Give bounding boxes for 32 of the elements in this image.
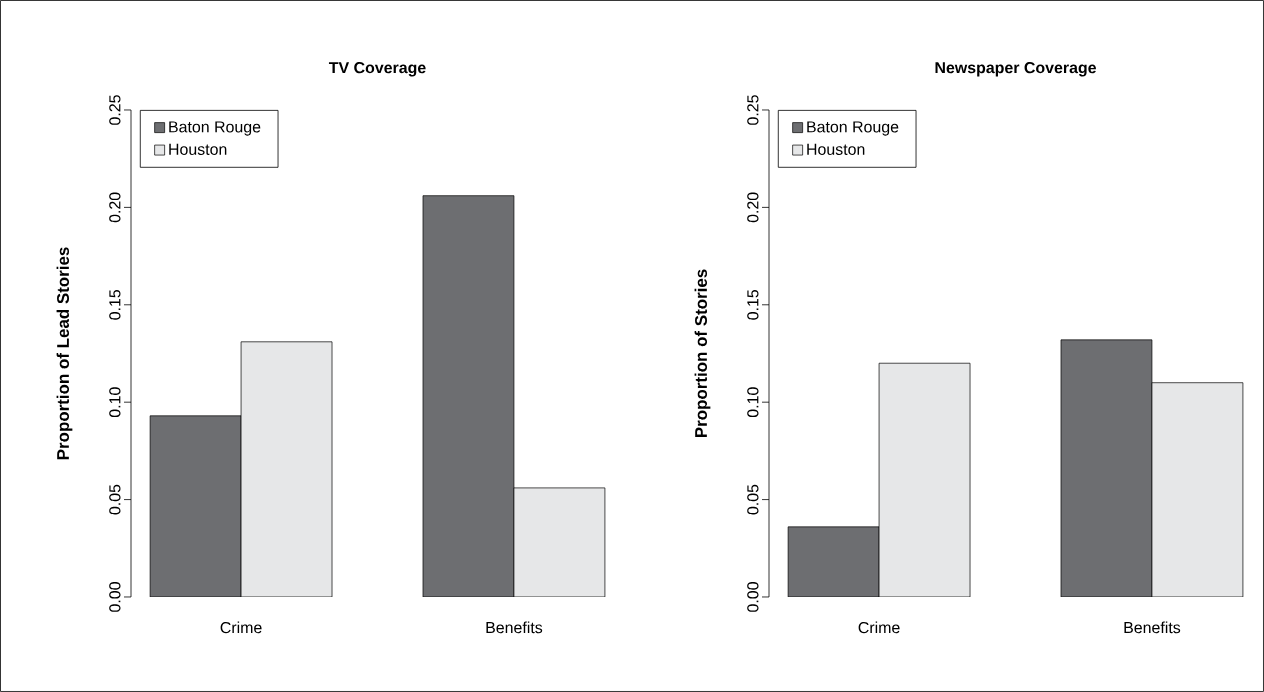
legend-label: Baton Rouge <box>807 121 899 136</box>
x-tick-label: Benefits <box>1124 621 1181 634</box>
legend-label: Houston <box>807 143 865 155</box>
bar <box>513 487 606 597</box>
y-tick-label: 0.05 <box>109 484 121 515</box>
bar <box>422 195 515 597</box>
y-tick-label: 0.05 <box>747 484 759 515</box>
y-tick-label: 0.10 <box>747 387 759 418</box>
bar <box>787 526 880 597</box>
x-tick-label: Crime <box>220 621 262 634</box>
y-axis-title: Proportion of Lead Stories <box>56 247 73 460</box>
y-tick-label: 0.25 <box>109 95 121 125</box>
legend-label: Baton Rouge <box>169 121 261 136</box>
y-tick-label: 0.20 <box>109 192 121 223</box>
chart-title: TV Coverage <box>328 61 426 77</box>
bar <box>240 341 333 597</box>
y-tick-label: 0.10 <box>109 387 121 418</box>
y-tick-label: 0.00 <box>109 582 121 612</box>
x-tick-label: Benefits <box>486 621 543 634</box>
y-tick-label: 0.15 <box>109 289 121 320</box>
y-tick-label: 0.15 <box>747 289 759 320</box>
y-tick-label: 0.00 <box>747 582 759 612</box>
bar <box>878 362 971 597</box>
y-tick-label: 0.20 <box>747 192 759 223</box>
bar <box>149 415 242 597</box>
y-axis-title: Proportion of Stories <box>694 269 711 438</box>
bar <box>1060 339 1153 597</box>
bar <box>1151 382 1244 597</box>
y-tick-label: 0.25 <box>747 95 759 125</box>
legend-label: Houston <box>169 143 227 155</box>
x-tick-label: Crime <box>858 621 900 634</box>
chart-title: Newspaper Coverage <box>935 61 1096 77</box>
